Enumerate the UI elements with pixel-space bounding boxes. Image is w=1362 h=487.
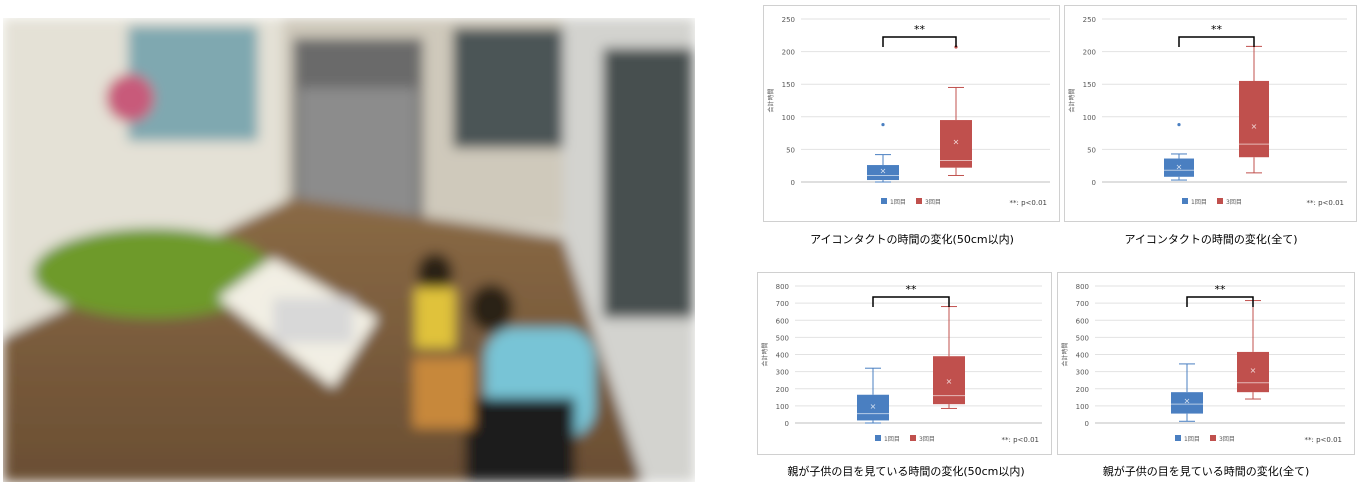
y-tick-label: 100: [1076, 403, 1089, 411]
outlier-point: [881, 123, 885, 127]
y-tick-label: 150: [782, 81, 795, 89]
y-axis-label: 合計時間: [767, 88, 775, 112]
playroom-photo: [3, 18, 695, 482]
significance-label: **: [1211, 23, 1223, 36]
blurred-playroom-photo-icon: [3, 18, 695, 482]
box-iqr: [940, 120, 972, 168]
chart-panel-parent-gaze-50cm: 0 100 200 300 400 500 600 700 800 合計時間 × × ** 1回目 3回目 *…: [757, 272, 1052, 459]
legend-swatch: [1217, 198, 1223, 204]
p-value-note: **: p<0.01: [1305, 436, 1342, 444]
y-tick-label: 100: [1083, 114, 1096, 122]
legend-swatch: [916, 198, 922, 204]
y-tick-label: 100: [776, 403, 789, 411]
p-value-note: **: p<0.01: [1307, 199, 1344, 207]
mean-marker: ×: [870, 402, 877, 411]
significance-label: **: [1215, 283, 1227, 296]
p-value-note: **: p<0.01: [1002, 436, 1039, 444]
box-iqr: [1239, 80, 1269, 158]
box-plot-chart: 0 50 100 150 200 250 合計時間 × × ** 1回目 3回目 **: p<0.01: [1064, 5, 1357, 222]
box-iqr: [857, 394, 889, 421]
y-tick-label: 300: [776, 369, 789, 377]
y-tick-label: 50: [786, 146, 795, 154]
legend-label: 3回目: [925, 199, 941, 206]
significance-bracket: [882, 36, 957, 47]
box-iqr: [933, 356, 965, 405]
legend-swatch: [1210, 435, 1216, 441]
legend-swatch: [1175, 435, 1181, 441]
legend-label: 3回目: [919, 436, 935, 443]
chart-frame: [757, 272, 1052, 455]
mean-marker: ×: [953, 138, 960, 147]
chart-panel-eye-contact-50cm: 0 50 100 150 200 250 合計時間 × × ** 1回目 3回目 **: p<0.01: [763, 5, 1060, 226]
significance-label: **: [914, 23, 926, 36]
legend-label: 1回目: [1184, 436, 1200, 443]
outlier-point: [954, 45, 958, 49]
outlier-point: [1177, 123, 1181, 127]
legend-swatch: [1182, 198, 1188, 204]
y-tick-label: 0: [1085, 420, 1089, 428]
chart-caption: アイコンタクトの時間の変化(50cm以内): [810, 233, 1014, 246]
legend-label: 3回目: [1226, 199, 1242, 206]
legend-label: 3回目: [1219, 436, 1235, 443]
chart-frame: [1064, 5, 1357, 222]
significance-label: **: [906, 283, 918, 296]
box-iqr: [1171, 392, 1203, 414]
box-plot-chart: 0 50 100 150 200 250 合計時間 × × ** 1回目 3回目 **: p<0.01: [763, 5, 1060, 222]
p-value-note: **: p<0.01: [1010, 199, 1047, 207]
legend-swatch: [875, 435, 881, 441]
legend-label: 1回目: [890, 199, 906, 206]
mean-marker: ×: [946, 377, 953, 386]
y-tick-label: 700: [1076, 300, 1089, 308]
y-tick-label: 250: [1083, 16, 1096, 24]
y-tick-label: 200: [1083, 49, 1096, 57]
chart-panel-eye-contact-all: 0 50 100 150 200 250 合計時間 × × ** 1回目 3回目 **: p<0.01: [1064, 5, 1357, 226]
box-iqr: [1237, 351, 1269, 393]
y-tick-label: 500: [776, 334, 789, 342]
box-iqr: [1164, 158, 1194, 177]
legend-label: 1回目: [1191, 199, 1207, 206]
mean-marker: ×: [1250, 366, 1257, 375]
y-tick-label: 250: [782, 16, 795, 24]
box-plot-chart: 0 100 200 300 400 500 600 700 800 合計時間 × × ** 1回目 3回目 *…: [1057, 272, 1355, 455]
y-tick-label: 600: [776, 317, 789, 325]
y-tick-label: 0: [785, 420, 789, 428]
chart-frame: [1057, 272, 1355, 455]
box-iqr: [867, 165, 899, 181]
y-tick-label: 700: [776, 300, 789, 308]
significance-bracket: [872, 296, 950, 307]
y-tick-label: 200: [782, 49, 795, 57]
y-axis-label: 合計時間: [1061, 342, 1069, 366]
y-tick-label: 200: [1076, 386, 1089, 394]
y-axis-label: 合計時間: [761, 342, 769, 366]
chart-caption: アイコンタクトの時間の変化(全て): [1124, 233, 1298, 246]
y-axis-label: 合計時間: [1068, 88, 1076, 112]
chart-caption: 親が子供の目を見ている時間の変化(50cm以内): [787, 465, 1025, 478]
y-tick-label: 400: [776, 352, 789, 360]
legend-swatch: [881, 198, 887, 204]
significance-bracket: [1186, 296, 1254, 307]
y-tick-label: 300: [1076, 369, 1089, 377]
mean-marker: ×: [1176, 162, 1183, 171]
significance-bracket: [1178, 36, 1255, 47]
chart-frame: [763, 5, 1060, 222]
legend-label: 1回目: [884, 436, 900, 443]
y-tick-label: 0: [1092, 179, 1096, 187]
box-plot-chart: 0 100 200 300 400 500 600 700 800 合計時間 × × ** 1回目 3回目 *…: [757, 272, 1052, 455]
mean-marker: ×: [1184, 397, 1191, 406]
y-tick-label: 0: [791, 179, 795, 187]
legend-swatch: [910, 435, 916, 441]
mean-marker: ×: [880, 166, 887, 175]
y-tick-label: 150: [1083, 81, 1096, 89]
y-tick-label: 100: [782, 114, 795, 122]
y-tick-label: 400: [1076, 352, 1089, 360]
y-tick-label: 600: [1076, 317, 1089, 325]
y-tick-label: 800: [776, 283, 789, 291]
y-tick-label: 50: [1087, 146, 1096, 154]
chart-panel-parent-gaze-all: 0 100 200 300 400 500 600 700 800 合計時間 × × ** 1回目 3回目 *…: [1057, 272, 1355, 459]
y-tick-label: 800: [1076, 283, 1089, 291]
y-tick-label: 500: [1076, 334, 1089, 342]
y-tick-label: 200: [776, 386, 789, 394]
mean-marker: ×: [1251, 122, 1258, 131]
chart-caption: 親が子供の目を見ている時間の変化(全て): [1102, 465, 1310, 478]
